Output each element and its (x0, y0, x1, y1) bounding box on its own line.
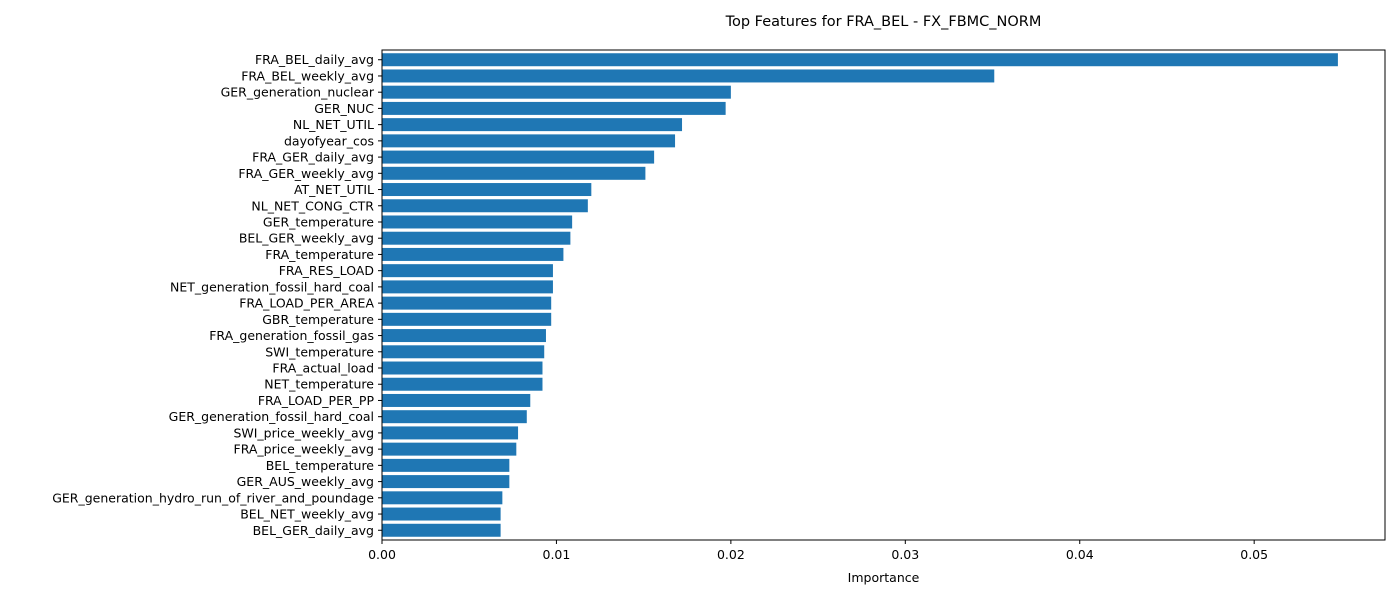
y-tick-label: GER_generation_hydro_run_of_river_and_po… (52, 490, 374, 505)
x-tick-label: 0.00 (368, 547, 396, 562)
x-tick-label: 0.03 (891, 547, 919, 562)
y-tick-label: FRA_actual_load (272, 361, 374, 376)
y-tick-label: FRA_price_weekly_avg (234, 442, 375, 457)
y-tick-label: AT_NET_UTIL (294, 182, 374, 197)
y-tick-label: SWI_temperature (265, 344, 374, 359)
bar-GER_AUS_weekly_avg (382, 475, 510, 489)
bar-BEL_GER_daily_avg (382, 523, 501, 537)
y-tick-label: GER_NUC (314, 101, 374, 116)
bar-FRA_GER_daily_avg (382, 150, 655, 164)
bar-SWI_temperature (382, 345, 545, 359)
x-axis-label: Importance (848, 570, 920, 585)
bar-NET_generation_fossil_hard_coal (382, 280, 553, 294)
x-tick-label: 0.02 (717, 547, 745, 562)
y-tick-label: FRA_generation_fossil_gas (209, 328, 374, 343)
chart-title: Top Features for FRA_BEL - FX_FBMC_NORM (725, 14, 1042, 30)
y-tick-label: GER_generation_nuclear (221, 85, 375, 100)
bar-FRA_RES_LOAD (382, 264, 553, 278)
y-tick-label: GER_temperature (263, 214, 374, 229)
y-tick-label: SWI_price_weekly_avg (233, 425, 374, 440)
bar-AT_NET_UTIL (382, 183, 592, 197)
y-tick-label: BEL_NET_weekly_avg (240, 507, 374, 522)
bar-NL_NET_UTIL (382, 118, 683, 132)
y-tick-label: FRA_BEL_daily_avg (255, 52, 374, 67)
x-tick-labels: 0.00 0.01 0.02 0.03 0.04 0.05 (368, 540, 1268, 562)
plot-frame (381, 49, 1386, 541)
bar-FRA_temperature (382, 247, 564, 261)
y-tick-label: NET_temperature (264, 377, 374, 392)
bar-FRA_generation_fossil_gas (382, 329, 546, 343)
x-tick-label: 0.01 (543, 547, 571, 562)
bar-FRA_price_weekly_avg (382, 442, 517, 456)
bars (382, 53, 1338, 537)
bar-BEL_GER_weekly_avg (382, 231, 571, 245)
bar-GER_generation_hydro_run_of_river_and_poundage (382, 491, 503, 505)
y-tick-label: BEL_temperature (266, 458, 375, 473)
bar-dayofyear_cos (382, 134, 676, 148)
y-tick-label: NL_NET_CONG_CTR (251, 198, 374, 213)
y-tick-label: FRA_GER_weekly_avg (238, 166, 374, 181)
bar-BEL_NET_weekly_avg (382, 507, 501, 521)
bar-FRA_LOAD_PER_AREA (382, 296, 552, 310)
y-tick-label: FRA_BEL_weekly_avg (241, 68, 374, 83)
y-tick-label: BEL_GER_weekly_avg (239, 231, 374, 246)
x-tick-label: 0.05 (1240, 547, 1268, 562)
bar-FRA_actual_load (382, 361, 543, 375)
bar-FRA_LOAD_PER_PP (382, 393, 531, 407)
bar-GER_generation_fossil_hard_coal (382, 410, 527, 424)
x-tick-label: 0.04 (1066, 547, 1094, 562)
y-tick-label: dayofyear_cos (284, 133, 374, 148)
y-tick-label: FRA_LOAD_PER_AREA (239, 296, 374, 311)
bar-SWI_price_weekly_avg (382, 426, 519, 440)
bar-GER_temperature (382, 215, 573, 229)
bar-NL_NET_CONG_CTR (382, 199, 588, 213)
y-tick-label: FRA_LOAD_PER_PP (258, 393, 375, 408)
y-tick-label: FRA_RES_LOAD (279, 263, 374, 278)
y-tick-label: NL_NET_UTIL (293, 117, 374, 132)
bar-BEL_temperature (382, 458, 510, 472)
y-tick-label: GBR_temperature (262, 312, 374, 327)
y-tick-label: FRA_temperature (265, 247, 374, 262)
bar-GBR_temperature (382, 312, 552, 326)
y-tick-label: BEL_GER_daily_avg (253, 523, 374, 538)
y-tick-label: GER_AUS_weekly_avg (237, 474, 374, 489)
bar-NET_temperature (382, 377, 543, 391)
bar-FRA_BEL_daily_avg (382, 53, 1338, 67)
y-tick-label: FRA_GER_daily_avg (252, 150, 374, 165)
bar-FRA_GER_weekly_avg (382, 166, 646, 180)
bar-GER_NUC (382, 101, 726, 115)
bar-FRA_BEL_weekly_avg (382, 69, 995, 83)
bar-GER_generation_nuclear (382, 85, 731, 99)
y-tick-label: GER_generation_fossil_hard_coal (169, 409, 374, 424)
y-tick-label: NET_generation_fossil_hard_coal (170, 279, 374, 294)
